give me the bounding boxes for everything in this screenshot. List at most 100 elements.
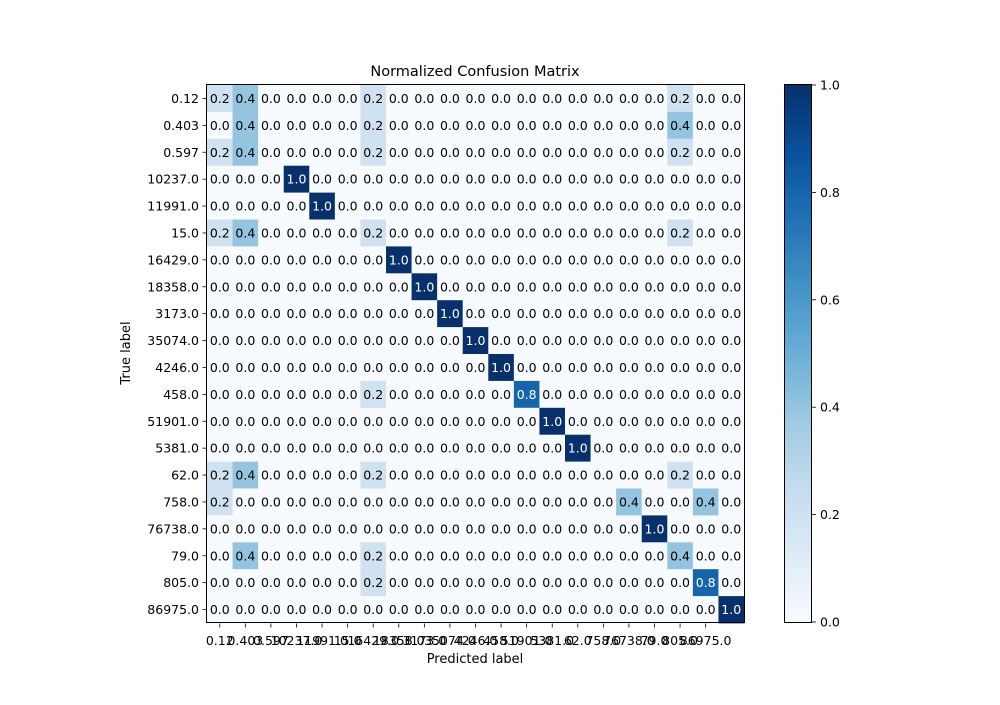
heatmap-cell bbox=[334, 569, 361, 597]
heatmap-cell bbox=[590, 300, 617, 328]
heatmap-cell bbox=[360, 165, 387, 193]
y-axis-ticks: 0.12 0.403 0.597 10237.0 11991.0 15.0 16429.0 1… bbox=[147, 91, 207, 617]
heatmap-cell bbox=[334, 354, 361, 382]
heatmap-cell bbox=[309, 434, 336, 462]
y-tick-label: 0.12 bbox=[171, 91, 199, 106]
heatmap-cell bbox=[565, 380, 591, 409]
cell-value-label: 0.0 bbox=[261, 387, 281, 402]
heatmap-cell bbox=[411, 488, 438, 516]
heatmap-cell bbox=[462, 354, 489, 382]
heatmap-cell bbox=[667, 111, 694, 140]
cell-value-label: 0.0 bbox=[363, 414, 383, 429]
heatmap-cell bbox=[718, 515, 745, 543]
heatmap-cell bbox=[718, 461, 745, 489]
heatmap-cell bbox=[360, 85, 387, 113]
heatmap-cell bbox=[411, 85, 438, 113]
cell-value-label: 0.0 bbox=[491, 279, 511, 294]
cell-value-label: 0.4 bbox=[235, 118, 255, 133]
cell-value-label: 0.0 bbox=[619, 333, 639, 348]
heatmap-cell-labels: 0.2 0.4 0.0 0.0 0.0 0.0 0.2 0.0 0.0 0.0 0.0 0.0 0.0 0… bbox=[210, 91, 741, 617]
heatmap-cell bbox=[641, 461, 668, 489]
y-tick-label: 51901.0 bbox=[147, 414, 199, 429]
heatmap-cell bbox=[616, 327, 643, 355]
heatmap-cell bbox=[692, 246, 719, 274]
y-tick-label: 15.0 bbox=[171, 225, 199, 240]
cell-value-label: 0.0 bbox=[389, 225, 409, 240]
y-tick-label: 18358.0 bbox=[147, 279, 199, 294]
cell-value-label: 0.0 bbox=[235, 387, 255, 402]
heatmap-cell bbox=[309, 219, 336, 247]
heatmap-cell bbox=[667, 461, 694, 489]
cell-value-label: 0.0 bbox=[210, 441, 230, 456]
cell-value-label: 0.0 bbox=[696, 521, 716, 536]
heatmap-cell bbox=[667, 380, 694, 409]
cell-value-label: 0.0 bbox=[542, 494, 562, 509]
cell-value-label: 0.0 bbox=[593, 199, 613, 214]
cell-value-label: 0.0 bbox=[440, 225, 460, 240]
heatmap-cell bbox=[616, 488, 643, 516]
cell-value-label: 0.0 bbox=[619, 575, 639, 590]
heatmap-cell bbox=[411, 515, 438, 543]
cell-value-label: 0.0 bbox=[645, 441, 665, 456]
heatmap-cell bbox=[718, 488, 745, 516]
heatmap-cell bbox=[513, 327, 540, 355]
heatmap-cell bbox=[258, 300, 285, 328]
cell-value-label: 0.0 bbox=[440, 252, 460, 267]
x-tick-label: 62.0 bbox=[564, 633, 592, 648]
heatmap-cell bbox=[539, 85, 566, 113]
heatmap-cell bbox=[334, 434, 361, 462]
heatmap-cell bbox=[309, 192, 336, 220]
cell-value-label: 0.0 bbox=[389, 145, 409, 160]
cell-value-label: 0.0 bbox=[210, 118, 230, 133]
heatmap-cell bbox=[641, 165, 668, 193]
heatmap-cell bbox=[718, 300, 745, 328]
cell-value-label: 0.0 bbox=[670, 199, 690, 214]
cell-value-label: 0.2 bbox=[363, 91, 383, 106]
cell-value-label: 0.0 bbox=[542, 91, 562, 106]
heatmap-cell bbox=[360, 380, 387, 409]
cell-value-label: 0.0 bbox=[261, 414, 281, 429]
cell-value-label: 0.0 bbox=[287, 521, 307, 536]
x-tick-label: 805.0 bbox=[662, 633, 698, 648]
cell-value-label: 0.2 bbox=[363, 468, 383, 483]
cell-value-label: 0.0 bbox=[542, 199, 562, 214]
cell-value-label: 0.0 bbox=[440, 602, 460, 617]
heatmap-cell bbox=[411, 596, 438, 624]
heatmap-cell bbox=[513, 596, 540, 624]
heatmap-cell bbox=[616, 542, 643, 570]
heatmap-cell bbox=[718, 380, 745, 409]
heatmap-cell bbox=[590, 85, 617, 113]
cell-value-label: 0.0 bbox=[619, 548, 639, 563]
heatmap-cell bbox=[718, 219, 745, 247]
cell-value-label: 0.0 bbox=[491, 414, 511, 429]
cell-value-label: 0.0 bbox=[210, 199, 230, 214]
heatmap-cell bbox=[513, 138, 540, 167]
cell-value-label: 0.0 bbox=[696, 414, 716, 429]
heatmap-cell bbox=[360, 596, 387, 624]
heatmap-cell bbox=[309, 354, 336, 382]
cell-value-label: 0.0 bbox=[593, 441, 613, 456]
heatmap-cell bbox=[437, 354, 464, 382]
heatmap-cell bbox=[232, 380, 259, 409]
cell-value-label: 0.0 bbox=[287, 360, 307, 375]
heatmap-cell bbox=[232, 569, 259, 597]
cell-value-label: 0.0 bbox=[491, 441, 511, 456]
heatmap-cell bbox=[488, 461, 515, 489]
cell-value-label: 0.0 bbox=[210, 521, 230, 536]
heatmap-cell bbox=[641, 192, 668, 220]
cell-value-label: 0.0 bbox=[261, 548, 281, 563]
cell-value-label: 0.0 bbox=[466, 441, 486, 456]
heatmap-cell bbox=[641, 488, 668, 516]
heatmap-cell bbox=[488, 542, 515, 570]
heatmap-cell bbox=[616, 192, 643, 220]
x-tick-label: 758.0 bbox=[585, 633, 621, 648]
colorbar-tick-label: 0.0 bbox=[820, 615, 840, 630]
heatmap-cell bbox=[513, 219, 540, 247]
cell-value-label: 0.0 bbox=[414, 199, 434, 214]
cell-value-label: 0.0 bbox=[593, 494, 613, 509]
y-tick-label: 35074.0 bbox=[147, 333, 199, 348]
heatmap-cell bbox=[718, 327, 745, 355]
cell-value-label: 0.0 bbox=[670, 441, 690, 456]
cell-value-label: 0.0 bbox=[287, 306, 307, 321]
heatmap-cell bbox=[692, 111, 719, 140]
